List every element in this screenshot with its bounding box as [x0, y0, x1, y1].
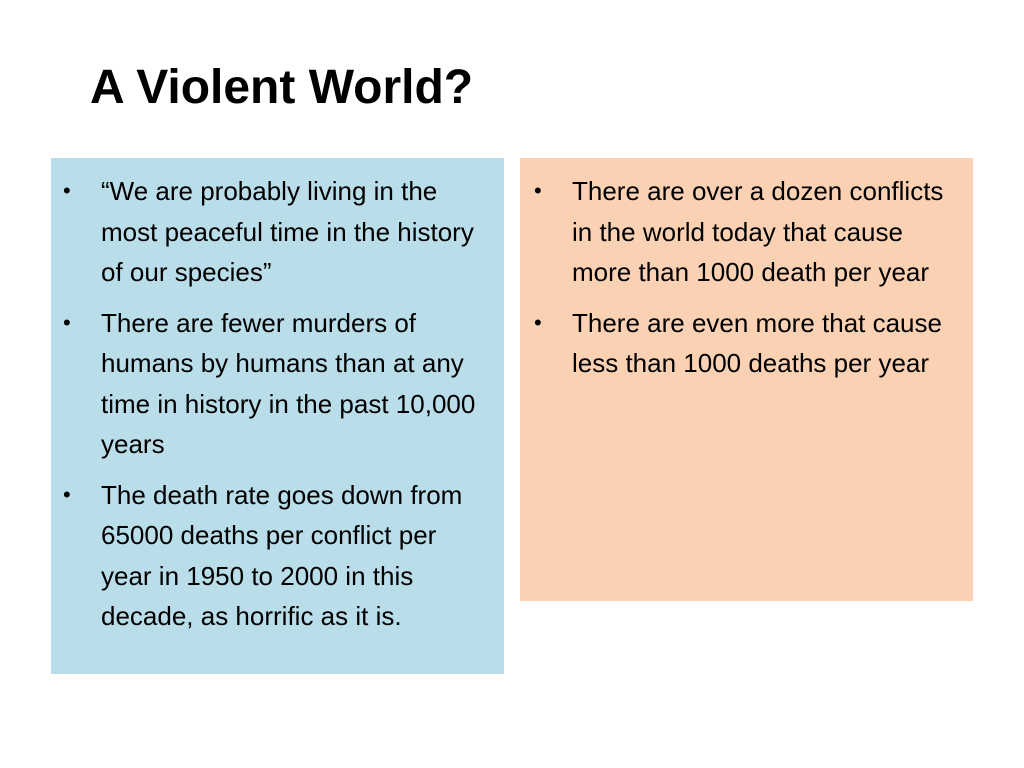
left-text-panel: • “We are probably living in the most pe…: [51, 158, 504, 674]
bullet-dot-icon: •: [63, 309, 71, 335]
right-bullet-item-2: • There are even more that cause less th…: [530, 303, 963, 384]
left-bullet-text-2: There are fewer murders of humans by hum…: [101, 307, 476, 460]
bullet-dot-icon: •: [63, 178, 71, 203]
right-bullet-item-1: • There are over a dozen conflicts in th…: [530, 171, 963, 293]
right-text-panel: • There are over a dozen conflicts in th…: [520, 158, 973, 601]
left-bullet-item-3: • The death rate goes down from 65000 de…: [59, 475, 490, 637]
left-bullet-list: • “We are probably living in the most pe…: [59, 171, 490, 637]
right-bullet-list: • There are over a dozen conflicts in th…: [530, 171, 963, 384]
slide-title: A Violent World?: [90, 61, 474, 114]
right-bullet-text-1: There are over a dozen conflicts in the …: [572, 176, 944, 287]
left-bullet-item-2: • There are fewer murders of humans by h…: [59, 303, 490, 465]
bullet-dot-icon: •: [63, 481, 71, 507]
left-bullet-text-1: “We are probably living in the most peac…: [101, 176, 474, 287]
left-bullet-text-3: The death rate goes down from 65000 deat…: [101, 479, 463, 632]
bullet-dot-icon: •: [534, 178, 542, 203]
bullet-dot-icon: •: [534, 309, 542, 335]
left-bullet-item-1: • “We are probably living in the most pe…: [59, 171, 490, 293]
right-bullet-text-2: There are even more that cause less than…: [572, 307, 942, 379]
